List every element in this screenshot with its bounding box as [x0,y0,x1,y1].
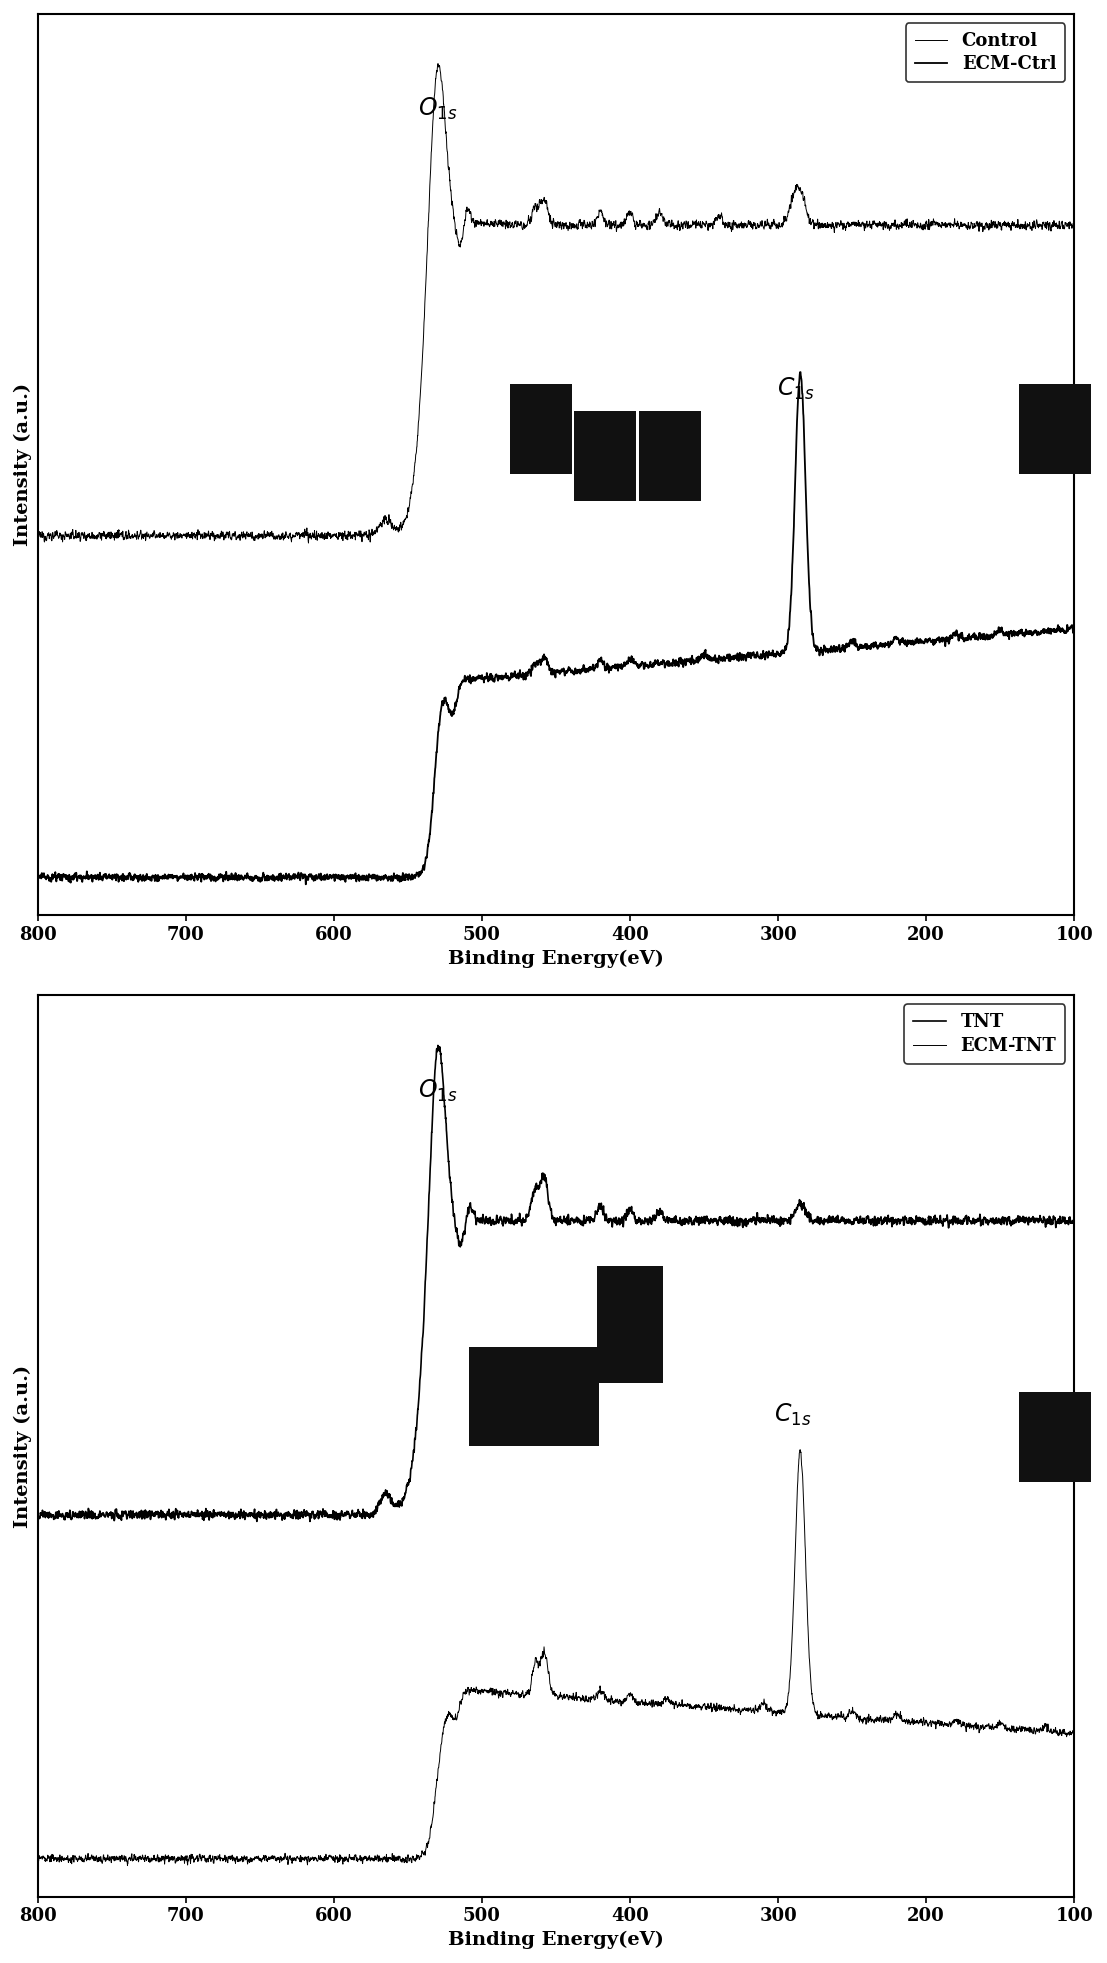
Control [1067,216,1080,239]
Line: ECM-TNT: ECM-TNT [38,1449,1074,1865]
Control [883,214,897,238]
ECM-Ctrl [219,864,232,887]
TNT [31,1500,44,1523]
ECM-Ctrl [705,648,718,671]
X-axis label: Binding Energy(eV): Binding Energy(eV) [448,1932,664,1949]
TNT [705,1209,718,1233]
Bar [534,1347,599,1447]
TNT [427,1072,441,1095]
Bar [1020,1392,1090,1482]
ECM-Ctrl [883,630,897,654]
ECM-TNT [427,1790,441,1814]
ECM-TNT [705,1698,718,1722]
Text: $O_{1s}$: $O_{1s}$ [417,96,457,122]
Y-axis label: Intensity (a.u.): Intensity (a.u.) [14,383,32,546]
Control [427,90,441,114]
ECM-TNT [883,1710,897,1733]
ECM-Ctrl [1067,616,1080,640]
Legend: Control, ECM-Ctrl: Control, ECM-Ctrl [906,24,1065,82]
Line: ECM-Ctrl: ECM-Ctrl [38,373,1074,885]
Bar [510,383,572,473]
TNT [653,1201,666,1225]
Text: $C_{1s}$: $C_{1s}$ [774,1402,811,1429]
X-axis label: Binding Energy(eV): Binding Energy(eV) [448,950,664,968]
ECM-Ctrl [653,654,666,677]
Text: $C_{1s}$: $C_{1s}$ [777,375,815,402]
Control [653,198,666,222]
TNT [805,1209,818,1233]
ECM-Ctrl [299,874,312,897]
ECM-Ctrl [794,361,807,385]
Control [705,212,718,236]
Legend: TNT, ECM-TNT: TNT, ECM-TNT [904,1005,1065,1064]
Bar [639,410,701,501]
TNT [303,1510,317,1533]
TNT [432,1035,445,1058]
TNT [1067,1211,1080,1235]
Control [805,212,818,236]
Bar [468,1347,534,1447]
ECM-TNT [121,1853,134,1877]
ECM-TNT [653,1694,666,1718]
Y-axis label: Intensity (a.u.): Intensity (a.u.) [14,1364,32,1527]
Bar [598,1266,663,1384]
ECM-TNT [794,1437,807,1460]
Control [432,51,445,75]
Bar [573,410,635,501]
Text: $O_{1s}$: $O_{1s}$ [417,1078,457,1103]
Line: Control: Control [38,63,1074,544]
ECM-TNT [805,1678,818,1702]
ECM-Ctrl [31,864,44,887]
Control [31,524,44,548]
TNT [883,1209,897,1233]
Control [219,524,232,548]
TNT [219,1506,232,1529]
Bar [1020,383,1090,473]
ECM-TNT [1067,1714,1080,1737]
ECM-Ctrl [427,775,441,799]
ECM-TNT [31,1845,44,1869]
ECM-TNT [219,1847,232,1871]
Control [302,532,315,556]
Line: TNT: TNT [38,1046,1074,1521]
ECM-Ctrl [805,612,818,636]
